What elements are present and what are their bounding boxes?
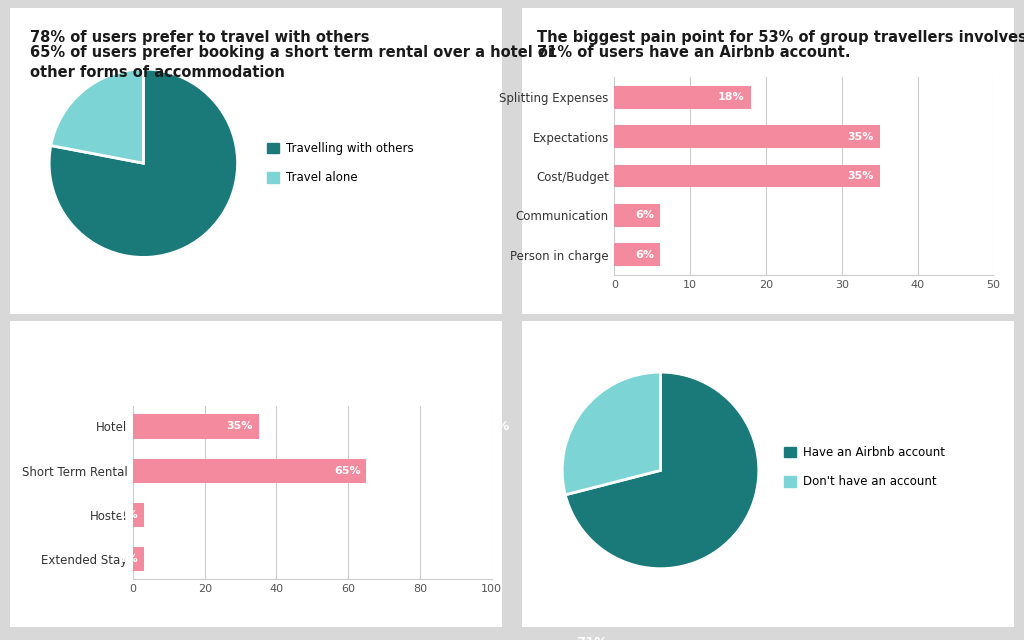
Bar xyxy=(133,458,367,483)
Bar xyxy=(133,547,143,572)
Text: 35%: 35% xyxy=(226,421,253,431)
Text: 18%: 18% xyxy=(718,92,744,102)
Text: 65%: 65% xyxy=(334,466,360,476)
Wedge shape xyxy=(565,372,759,569)
Text: 65% of users prefer booking a short term rental over a hotel or
other forms of a: 65% of users prefer booking a short term… xyxy=(30,45,555,79)
Text: 6%: 6% xyxy=(635,250,653,260)
FancyBboxPatch shape xyxy=(0,1,512,320)
Bar xyxy=(133,503,143,527)
Text: 78% of users prefer to travel with others: 78% of users prefer to travel with other… xyxy=(30,29,370,45)
Text: The biggest pain point for 53% of group travellers involves money: The biggest pain point for 53% of group … xyxy=(537,29,1024,45)
Text: 71%: 71% xyxy=(575,636,607,640)
Bar xyxy=(614,125,880,148)
Bar xyxy=(614,86,751,109)
Text: 71% of users have an Airbnb account.: 71% of users have an Airbnb account. xyxy=(537,45,851,60)
Bar xyxy=(133,414,258,438)
Text: 78%: 78% xyxy=(61,321,93,335)
Text: 35%: 35% xyxy=(847,171,873,181)
Legend: Travelling with others, Travel alone: Travelling with others, Travel alone xyxy=(267,142,414,184)
Bar xyxy=(614,204,659,227)
Text: 35%: 35% xyxy=(847,132,873,141)
Wedge shape xyxy=(562,372,660,495)
Wedge shape xyxy=(51,69,143,163)
Bar xyxy=(614,164,880,188)
Legend: Have an Airbnb account, Don't have an account: Have an Airbnb account, Don't have an ac… xyxy=(784,446,945,488)
FancyBboxPatch shape xyxy=(512,1,1024,320)
Text: 0%: 0% xyxy=(120,554,138,564)
Text: 29%: 29% xyxy=(477,420,509,433)
Text: 6%: 6% xyxy=(635,211,653,220)
Text: 0%: 0% xyxy=(120,510,138,520)
Bar xyxy=(614,243,659,266)
Wedge shape xyxy=(49,69,238,257)
FancyBboxPatch shape xyxy=(512,315,1024,634)
FancyBboxPatch shape xyxy=(0,315,512,634)
